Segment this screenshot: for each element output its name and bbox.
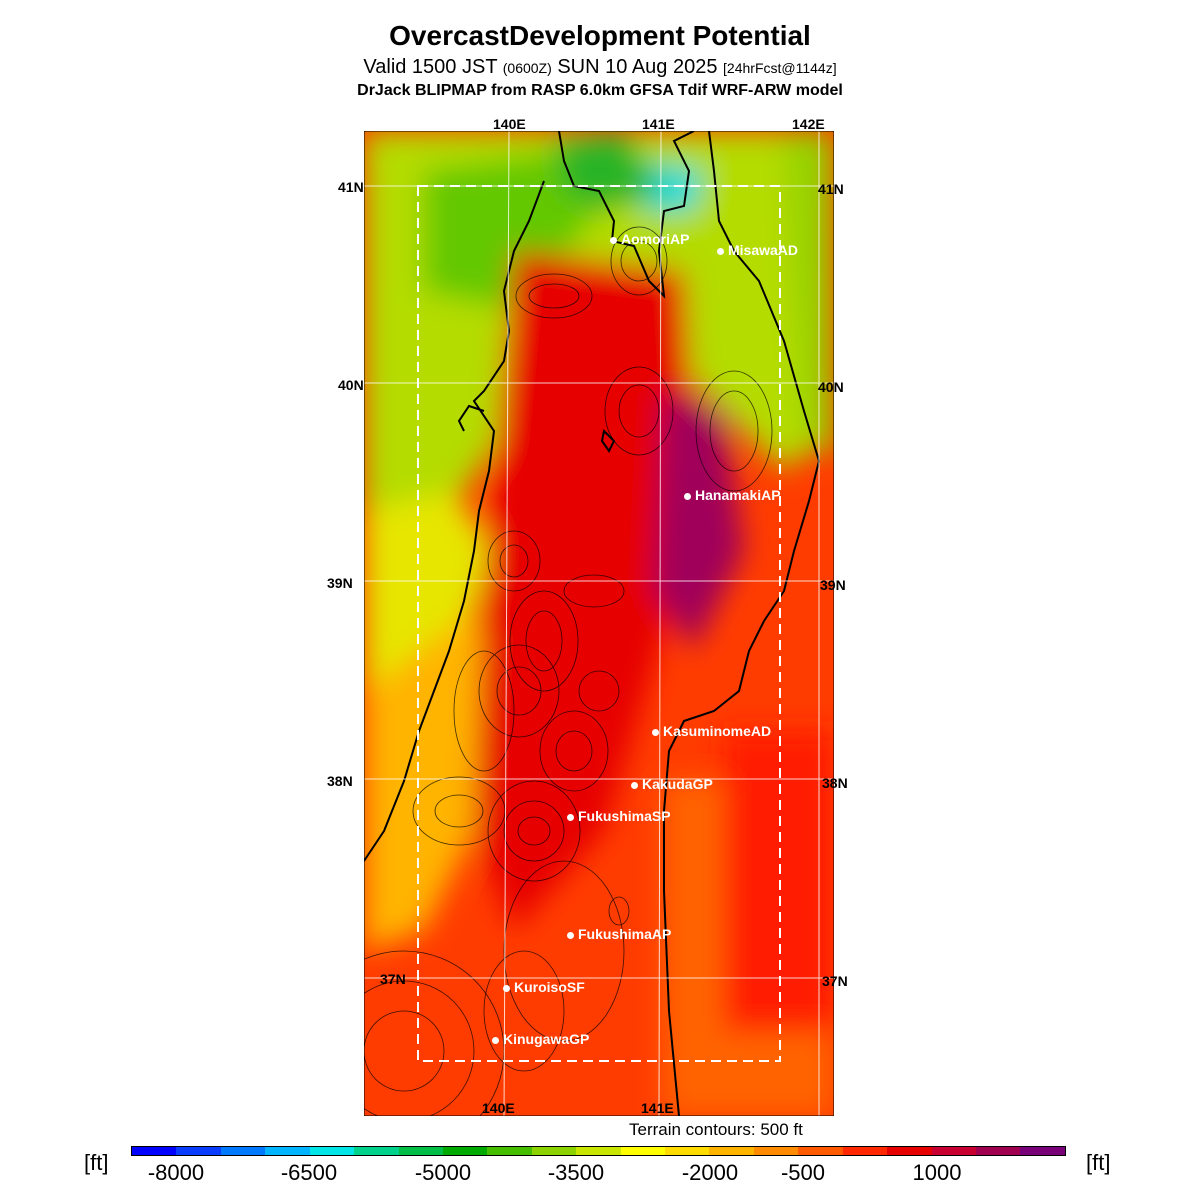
- color-swatch: [887, 1147, 932, 1155]
- color-swatch: [620, 1147, 666, 1155]
- station-kinugawa[interactable]: KinugawaGP: [492, 1031, 589, 1047]
- color-swatch: [176, 1147, 221, 1155]
- forecast-info: [24hrFcst@1144z]: [723, 60, 837, 76]
- scale-label: -3500: [547, 1160, 605, 1185]
- valid-prefix: Valid 1500 JST: [363, 56, 498, 78]
- field-pacific-green: [784, 131, 834, 461]
- lat-left-41: 41N: [338, 179, 364, 195]
- lat-left-37: 37N: [380, 971, 406, 987]
- lat-right-37: 37N: [822, 973, 848, 989]
- terrain-contours: [364, 226, 773, 1116]
- color-swatch: [354, 1147, 399, 1155]
- color-swatch: [309, 1147, 355, 1155]
- station-label: FukushimaAP: [578, 926, 672, 942]
- scale-label: -6500: [280, 1160, 338, 1185]
- station-hanamaki[interactable]: HanamakiAP: [684, 487, 781, 503]
- station-label: KuroisoSF: [514, 979, 585, 995]
- color-swatch: [531, 1147, 577, 1155]
- lat-right-40: 40N: [818, 379, 844, 395]
- color-swatch: [132, 1147, 177, 1155]
- lon-bottom-140: 140E: [482, 1100, 515, 1116]
- inner-domain-box: [417, 185, 781, 1062]
- scale-label: 1000: [912, 1160, 962, 1185]
- field-interior-purple: [654, 391, 744, 651]
- color-swatch: [487, 1147, 532, 1155]
- station-dot-icon: [717, 247, 724, 255]
- lon-top-141: 141E: [642, 116, 675, 132]
- field-interior-red: [474, 251, 694, 931]
- lon-top-140: 140E: [493, 116, 526, 132]
- lat-right-39: 39N: [820, 577, 846, 593]
- station-kakuda[interactable]: KakudaGP: [631, 776, 713, 792]
- station-label: KakudaGP: [642, 776, 713, 792]
- lon-bottom-141: 141E: [641, 1100, 674, 1116]
- station-aomori[interactable]: AomoriAP: [610, 231, 689, 247]
- station-dot-icon: [652, 728, 659, 736]
- station-kuroiso[interactable]: KuroisoSF: [503, 979, 585, 995]
- station-dot-icon: [567, 931, 574, 939]
- lon-top-142: 142E: [792, 116, 825, 132]
- station-dot-icon: [503, 984, 510, 992]
- unit-label-right: [ft]: [1086, 1150, 1111, 1175]
- field-northsea-green: [424, 151, 604, 311]
- field-west-orange: [364, 611, 514, 951]
- station-dot-icon: [567, 813, 574, 821]
- unit-label-left: [ft]: [84, 1150, 109, 1175]
- color-swatch: [220, 1147, 266, 1155]
- scale-label: -8000: [147, 1160, 205, 1185]
- color-swatch: [265, 1147, 310, 1155]
- color-swatch: [709, 1147, 754, 1155]
- station-label: AomoriAP: [621, 231, 690, 247]
- station-dot-icon: [684, 492, 691, 500]
- station-dot-icon: [492, 1036, 499, 1044]
- color-swatch: [576, 1147, 621, 1155]
- lat-left-38: 38N: [327, 773, 353, 789]
- station-label: HanamakiAP: [695, 487, 781, 503]
- station-label: KinugawaGP: [503, 1031, 590, 1047]
- station-label: MisawaAD: [728, 242, 799, 258]
- scale-label: -500: [780, 1160, 826, 1185]
- color-swatch: [753, 1147, 799, 1155]
- scale-label: -5000: [414, 1160, 472, 1185]
- color-swatch: [398, 1147, 443, 1155]
- station-label: KasuminomeAD: [663, 723, 772, 739]
- color-scale-bar: [131, 1146, 1066, 1156]
- lat-left-39: 39N: [327, 575, 353, 591]
- station-fukushima-ap[interactable]: FukushimaAP: [567, 926, 671, 942]
- lat-right-41: 41N: [818, 181, 844, 197]
- station-dot-icon: [610, 236, 617, 244]
- color-swatch: [842, 1147, 888, 1155]
- valid-date: SUN 10 Aug 2025: [557, 56, 718, 78]
- valid-time: Valid 1500 JST (0600Z) SUN 10 Aug 2025 […: [0, 56, 1200, 79]
- color-swatch: [931, 1147, 977, 1155]
- station-kasuminome[interactable]: KasuminomeAD: [652, 723, 771, 739]
- station-label: FukushimaSP: [578, 808, 671, 824]
- field-aomori-green: [554, 131, 664, 211]
- station-fukushima-sp[interactable]: FukushimaSP: [567, 808, 671, 824]
- color-swatch: [1020, 1147, 1065, 1155]
- station-misawa[interactable]: MisawaAD: [717, 242, 798, 258]
- model-info: DrJack BLIPMAP from RASP 6.0km GFSA Tdif…: [357, 82, 843, 99]
- valid-utc: (0600Z): [502, 60, 552, 76]
- color-swatch: [798, 1147, 843, 1155]
- color-swatch: [976, 1147, 1021, 1155]
- terrain-contour-note: Terrain contours: 500 ft: [629, 1120, 803, 1139]
- forecast-map: [364, 131, 834, 1116]
- map-title: OvercastDevelopment Potential: [389, 20, 811, 51]
- color-swatch: [442, 1147, 488, 1155]
- lat-right-38: 38N: [822, 775, 848, 791]
- station-dot-icon: [631, 781, 638, 789]
- scale-label: -2000: [681, 1160, 739, 1185]
- color-swatch: [665, 1147, 710, 1155]
- lat-left-40: 40N: [338, 377, 364, 393]
